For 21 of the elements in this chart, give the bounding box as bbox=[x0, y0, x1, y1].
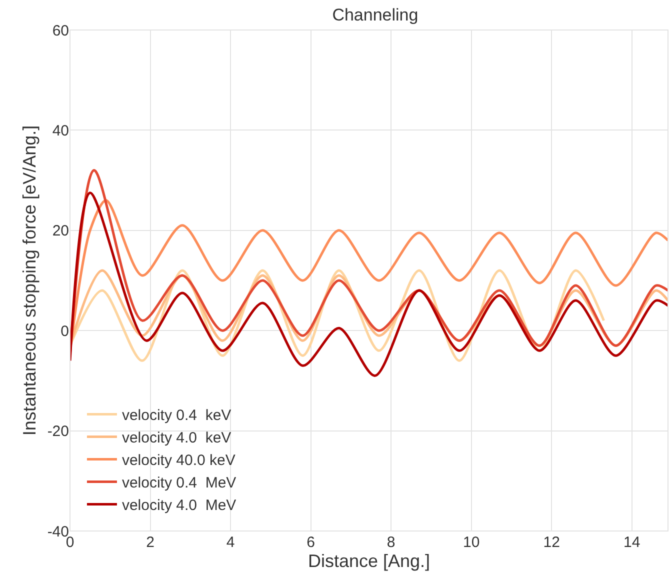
chart-title: Channeling bbox=[332, 6, 418, 25]
line-series bbox=[70, 192, 668, 377]
x-tick-label: 12 bbox=[543, 534, 560, 551]
x-tick-label: 8 bbox=[386, 534, 396, 551]
legend-label: velocity 4.0 keV bbox=[122, 430, 232, 447]
x-axis-title: Distance [Ang.] bbox=[308, 551, 430, 571]
x-tick-label: 2 bbox=[146, 534, 154, 551]
x-tick-label: 4 bbox=[226, 534, 235, 551]
x-tick-label: 10 bbox=[462, 534, 480, 551]
y-tick-label: 60 bbox=[52, 22, 69, 40]
y-axis-title: Instantaneous stopping force [eV/Ang.] bbox=[20, 125, 40, 436]
legend-label: velocity 0.4 MeV bbox=[122, 474, 236, 492]
y-tick-label: 20 bbox=[52, 222, 69, 240]
legend-label: velocity 40.0 keV bbox=[122, 452, 236, 470]
y-tick-label: -20 bbox=[47, 423, 69, 440]
legend-label: velocity 0.4 keV bbox=[122, 407, 232, 424]
x-tick-label: 6 bbox=[306, 534, 315, 551]
legend-label: velocity 4.0 MeV bbox=[122, 497, 236, 514]
x-tick-label: 14 bbox=[624, 534, 640, 551]
y-tick-label: 0 bbox=[60, 322, 69, 340]
y-tick-label: 40 bbox=[52, 122, 69, 140]
